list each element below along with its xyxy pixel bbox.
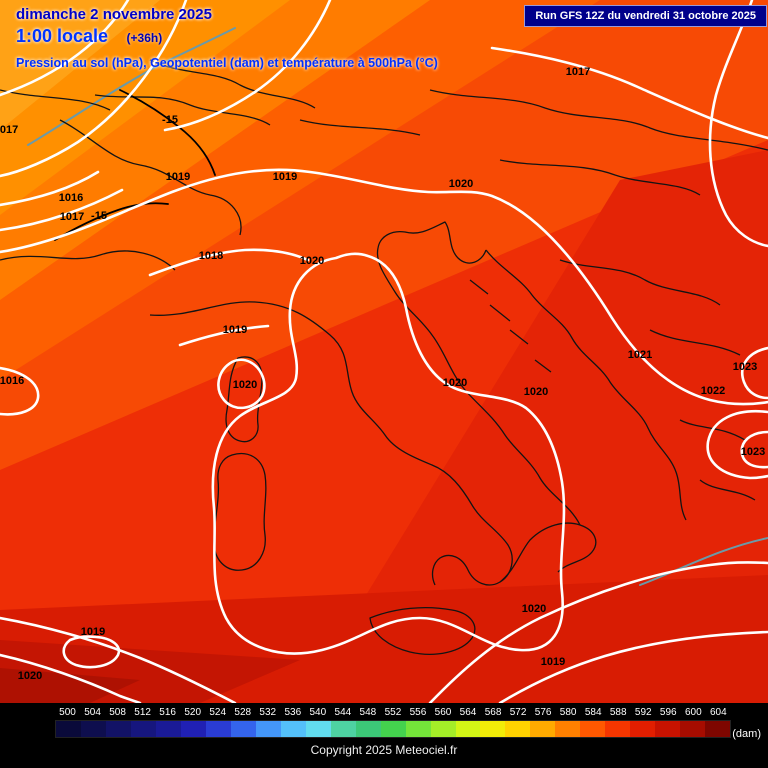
colorbar-value: 564 — [459, 707, 477, 718]
contour-label: -15 — [162, 114, 178, 126]
weather-map-graphic — [0, 0, 768, 703]
colorbar-value: 560 — [434, 707, 452, 718]
contour-label: 1023 — [740, 446, 766, 458]
colorbar-value: 532 — [259, 707, 277, 718]
contour-label: 1019 — [222, 324, 248, 336]
colorbar-value: 604 — [709, 707, 727, 718]
colorbar-value: 524 — [209, 707, 227, 718]
colorbar-cell — [455, 721, 481, 737]
colorbar-value: 568 — [484, 707, 502, 718]
colorbar-cell — [355, 721, 381, 737]
colorbar-cell — [330, 721, 356, 737]
colorbar-value: 500 — [59, 707, 76, 718]
contour-label: 1020 — [448, 178, 474, 190]
colorbar-cell — [705, 721, 731, 737]
contour-label: 1020 — [232, 379, 258, 391]
colorbar-value: 548 — [359, 707, 377, 718]
contour-label: 1017 — [565, 66, 591, 78]
run-info-box: Run GFS 12Z du vendredi 31 octobre 2025 — [524, 5, 767, 27]
colorbar-cell — [580, 721, 606, 737]
colorbar-value: 588 — [609, 707, 627, 718]
colorbar-panel: 500 504 508 512 516 520 524 528 532 536 540 544 548 5… — [0, 703, 768, 768]
contour-label: 1019 — [165, 171, 191, 183]
contour-label: 1021 — [627, 349, 653, 361]
contour-label: -15 — [91, 210, 107, 222]
colorbar-value: 596 — [659, 707, 677, 718]
river-lines — [27, 27, 768, 586]
header-overlay: dimanche 2 novembre 2025 1:00 locale (+3… — [16, 6, 438, 70]
colorbar-value: 540 — [309, 707, 327, 718]
colorbar-cell — [230, 721, 256, 737]
map-area: 1017 -15 1017 1019 1019 1020 1016 1017 -15 1018 10… — [0, 0, 768, 703]
colorbar-value: 520 — [184, 707, 202, 718]
contour-label: 1020 — [521, 603, 547, 615]
contour-label: 1019 — [272, 171, 298, 183]
forecast-offset: (+36h) — [126, 31, 163, 45]
colorbar-value: 600 — [684, 707, 702, 718]
map-labels: 1017 -15 1017 1019 1019 1020 1016 1017 -15 1018 10… — [0, 66, 766, 682]
colorbar-value: 552 — [384, 707, 402, 718]
colorbar-value: 528 — [234, 707, 252, 718]
colorbar-value: 572 — [509, 707, 527, 718]
temperature-contours — [54, 89, 216, 241]
colorbar-cell — [505, 721, 531, 737]
colorbar-value: 512 — [134, 707, 151, 718]
colorbar-cell — [630, 721, 656, 737]
colorbar-cell — [180, 721, 206, 737]
colorbar-value: 516 — [159, 707, 176, 718]
contour-label: 1020 — [299, 255, 325, 267]
contour-label: 1018 — [198, 250, 224, 262]
contour-label: 1019 — [80, 626, 106, 638]
contour-label: 1022 — [700, 385, 726, 397]
colorbar-unit: (dam) — [732, 728, 761, 740]
colorbar-cell — [405, 721, 431, 737]
coastline-borders — [0, 59, 768, 655]
colorbar-cell — [605, 721, 631, 737]
colorbar-cell — [255, 721, 281, 737]
colorbar-cell — [555, 721, 581, 737]
copyright-text: Copyright 2025 Meteociel.fr — [310, 743, 458, 757]
colorbar-cell — [56, 721, 81, 737]
colorbar-cell — [380, 721, 406, 737]
colorbar-cell — [130, 721, 156, 737]
contour-label: 1020 — [17, 670, 43, 682]
colorbar-value: 556 — [409, 707, 427, 718]
colorbar-cell — [655, 721, 681, 737]
colorbar-cells — [55, 720, 731, 738]
contour-label: 1017 — [0, 124, 19, 136]
temperature-fill-bands — [0, 0, 768, 703]
contour-label: 1020 — [523, 386, 549, 398]
colorbar-value: 592 — [634, 707, 652, 718]
time-text: 1:00 locale — [16, 26, 109, 46]
colorbar-value: 536 — [284, 707, 302, 718]
contour-label: 1023 — [732, 361, 758, 373]
pressure-contours — [0, 0, 768, 703]
colorbar-value: 544 — [334, 707, 352, 718]
colorbar-cell — [105, 721, 131, 737]
map-subtitle: Pression au sol (hPa), Geopotentiel (dam… — [16, 56, 438, 70]
colorbar-cell — [280, 721, 306, 737]
colorbar-value: 576 — [534, 707, 552, 718]
colorbar-value: 584 — [584, 707, 602, 718]
colorbar-cell — [80, 721, 106, 737]
colorbar-cell — [680, 721, 706, 737]
contour-label: 1020 — [442, 377, 468, 389]
contour-label: 1016 — [0, 375, 25, 387]
colorbar-value: 508 — [109, 707, 126, 718]
colorbar-cell — [155, 721, 181, 737]
contour-label: 1016 — [58, 192, 84, 204]
colorbar-value: 580 — [559, 707, 577, 718]
colorbar-cell — [480, 721, 506, 737]
colorbar-cell — [530, 721, 556, 737]
colorbar-cell — [430, 721, 456, 737]
contour-label: 1017 — [59, 211, 85, 223]
colorbar-value: 504 — [84, 707, 101, 718]
contour-label: 1019 — [540, 656, 566, 668]
colorbar-cell — [205, 721, 231, 737]
date-text: dimanche 2 novembre 2025 — [16, 6, 212, 23]
colorbar-cell — [305, 721, 331, 737]
colorbar-values: 500 504 508 512 516 520 524 528 532 536 540 544 548 5… — [55, 703, 731, 719]
time-row: 1:00 locale (+36h) — [16, 26, 438, 47]
